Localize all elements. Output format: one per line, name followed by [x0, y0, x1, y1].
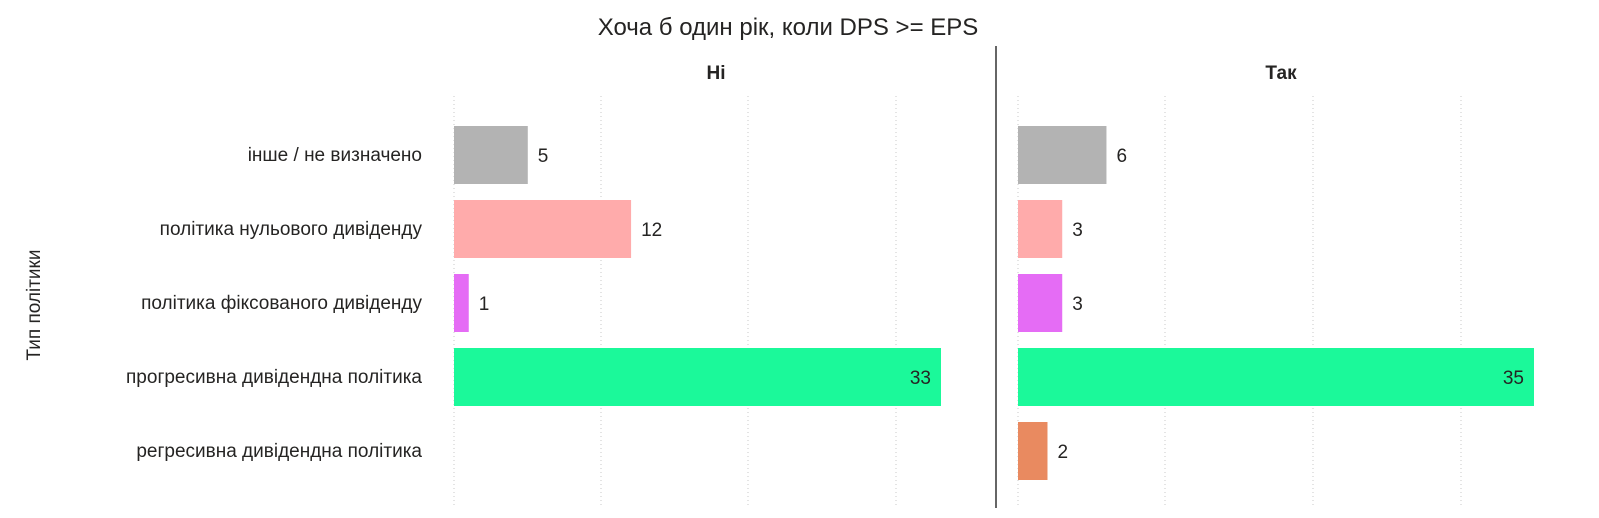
- category-label: політика нульового дивіденду: [160, 219, 423, 240]
- data-label: 12: [641, 220, 662, 241]
- data-label: 35: [1503, 368, 1524, 389]
- bar[interactable]: [454, 274, 469, 332]
- y-axis-title: Тип політики: [24, 250, 45, 361]
- bar[interactable]: [1018, 348, 1534, 406]
- data-label: 3: [1072, 294, 1083, 315]
- data-label: 1: [479, 294, 490, 315]
- bar[interactable]: [454, 126, 528, 184]
- category-label: регресивна дивідендна політика: [136, 441, 422, 462]
- bar[interactable]: [1018, 422, 1048, 480]
- data-label: 2: [1057, 442, 1068, 463]
- panel-title-yes: Так: [1265, 63, 1297, 84]
- chart-title: Хоча б один рік, коли DPS >= EPS: [598, 14, 979, 41]
- data-label: 33: [910, 368, 931, 389]
- panel-title-no: Ні: [707, 63, 726, 84]
- bar[interactable]: [1018, 126, 1107, 184]
- data-label: 3: [1072, 220, 1083, 241]
- bar[interactable]: [454, 200, 632, 258]
- category-label: політика фіксованого дивіденду: [141, 293, 422, 314]
- data-label: 6: [1116, 146, 1127, 167]
- bar[interactable]: [1018, 200, 1063, 258]
- category-label: прогресивна дивідендна політика: [126, 367, 422, 388]
- data-label: 5: [538, 146, 549, 167]
- bar[interactable]: [1018, 274, 1063, 332]
- category-label: інше / не визначено: [248, 145, 422, 166]
- bar[interactable]: [454, 348, 941, 406]
